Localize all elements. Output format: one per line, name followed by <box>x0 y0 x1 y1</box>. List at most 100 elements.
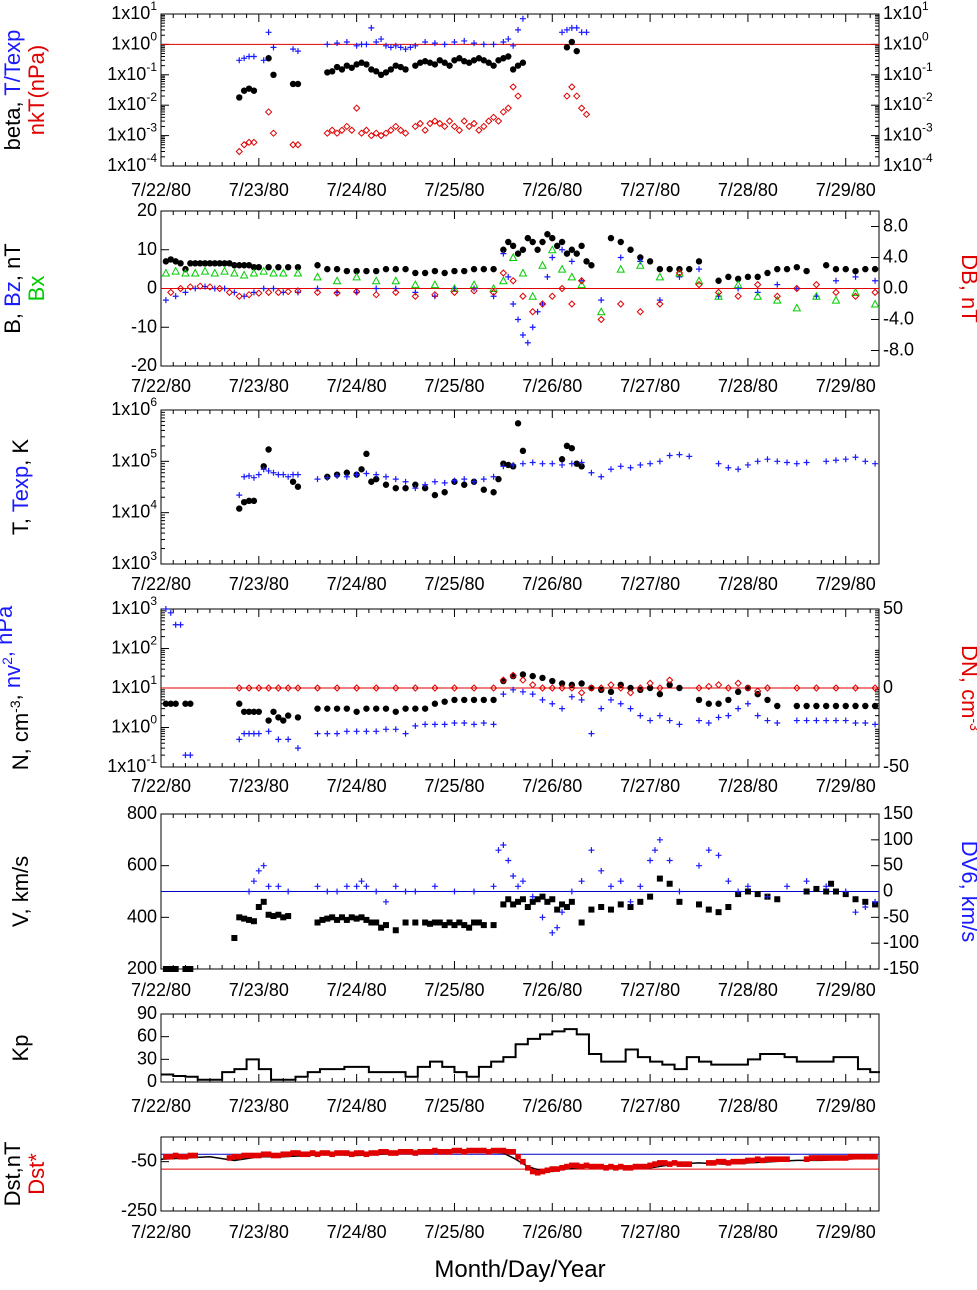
beta-series-1-point <box>260 57 267 64</box>
beta-series-1-point <box>392 42 399 49</box>
density-y-axis-label: N, cm-3, nv2, nPa <box>0 605 33 770</box>
bfield-series-1-point <box>260 285 267 292</box>
temperature-series-0-point <box>490 489 497 496</box>
kp-x-tick-label: 7/26/80 <box>522 1096 582 1116</box>
bfield-series-0-point <box>862 265 869 273</box>
dst-series-1-point <box>617 1163 624 1170</box>
bfield-series-0-point <box>505 238 512 246</box>
beta-series-0-point <box>353 61 360 68</box>
beta-series-0-point <box>363 61 370 68</box>
bfield-series-2-point <box>694 276 704 285</box>
density-series-2-point <box>431 684 439 692</box>
density-series-1-point <box>852 719 859 726</box>
density-series-2-point <box>793 684 801 692</box>
density-series-0-point <box>284 712 292 719</box>
density-series-1-point <box>735 705 742 712</box>
bfield-series-0-point <box>480 265 488 273</box>
beta-y-tick-label: 1x101 <box>111 0 157 23</box>
density-series-1-point <box>637 712 644 719</box>
temperature-series-1-point <box>539 460 546 467</box>
dst-series-1-point <box>828 1155 834 1161</box>
velocity-series-0-point <box>647 893 654 900</box>
bfield-series-2-point <box>499 276 508 285</box>
density-series-0-point <box>182 700 189 707</box>
density-series-2-point <box>313 684 322 692</box>
density-series-1-point <box>402 730 409 737</box>
density-series-0-point <box>705 700 712 707</box>
beta-series-0-point <box>402 66 409 73</box>
dst-series-1-point <box>383 1149 389 1155</box>
dst-series-1-point <box>754 1156 761 1162</box>
density-series-0-point <box>431 700 439 707</box>
bfield-series-3-point <box>274 288 283 297</box>
velocity-series-0-point <box>334 916 341 923</box>
bfield-series-0-point <box>353 267 360 275</box>
beta-series-2-point <box>426 119 434 128</box>
velocity-series-1-point <box>764 893 771 900</box>
bfield-y-tick-label-right: -4.0 <box>883 308 914 328</box>
velocity-series-1-point <box>392 883 399 890</box>
beta-series-0-point <box>436 57 443 64</box>
density-series-0-point <box>461 696 468 704</box>
temperature-series-0-point <box>519 447 527 455</box>
beta-series-1-point <box>363 41 370 48</box>
velocity-series-0-point <box>744 888 751 895</box>
velocity-series-0-point <box>368 919 375 926</box>
bfield-series-1-point <box>515 316 522 323</box>
dst-series-1-point <box>759 1157 766 1164</box>
bfield-series-0-point <box>431 267 439 275</box>
bfield-series-1-point <box>392 285 399 292</box>
velocity-series-0-point <box>338 914 345 921</box>
dst-x-tick-label: 7/26/80 <box>522 1222 582 1242</box>
bfield-series-0-point <box>500 246 507 253</box>
dst-series-1-point <box>368 1150 375 1156</box>
density-series-1-point <box>627 705 634 712</box>
velocity-series-1-point <box>495 847 502 854</box>
bfield-y-tick-label-right: 8.0 <box>883 215 908 235</box>
beta-series-2-point <box>504 104 512 112</box>
density-series-0-point <box>324 705 331 712</box>
dst-series-1-point <box>872 1153 878 1160</box>
velocity-series-1-point <box>559 909 566 916</box>
dst-series-1-point <box>295 1150 301 1156</box>
velocity-y-tick-label-right: 0 <box>883 880 893 900</box>
beta-series-0-point <box>514 62 522 69</box>
temperature-series-1-point <box>598 473 605 480</box>
velocity-series-0-point <box>656 875 663 882</box>
velocity-y-tick-label-right: 150 <box>883 803 913 823</box>
bfield-series-3-point <box>538 300 547 308</box>
density-series-2-point <box>392 684 400 692</box>
temperature-series-0-point <box>250 497 258 505</box>
dst-series-1-point <box>397 1149 404 1155</box>
temperature-series-0-point <box>480 486 488 493</box>
dst-series-1-point <box>456 1147 463 1154</box>
temperature-series-1-point <box>588 469 595 476</box>
bfield-series-0-point <box>549 234 556 242</box>
density-series-0-point <box>236 700 243 707</box>
density-series-0-point <box>627 684 634 692</box>
density-series-0-point <box>363 705 370 712</box>
density-series-2-point <box>724 684 733 692</box>
velocity-series-0-point <box>803 888 810 895</box>
velocity-series-0-point <box>471 919 478 926</box>
dst-series-1-point <box>627 1165 634 1171</box>
bfield-series-3-point <box>352 287 361 296</box>
temperature-series-1-point <box>607 466 614 473</box>
density-series-2-point <box>558 684 566 692</box>
dst-series-1-point <box>432 1147 438 1154</box>
density-series-0-point <box>392 708 399 715</box>
velocity-series-0-point <box>607 906 614 913</box>
density-series-1-point <box>529 691 536 698</box>
dst-series-1-point <box>344 1150 350 1156</box>
velocity-series-1-point <box>554 924 561 931</box>
dst-series-1-point <box>559 1165 565 1171</box>
dst-series-1-point <box>300 1151 306 1158</box>
density-series-0-point <box>744 684 752 692</box>
velocity-series-1-point <box>549 929 556 936</box>
dst-series-1-point <box>378 1149 384 1155</box>
velocity-x-tick-label: 7/28/80 <box>718 980 778 1000</box>
velocity-series-0-point <box>862 898 869 905</box>
velocity-series-0-point <box>475 919 482 926</box>
bfield-series-2-point <box>714 291 723 300</box>
dst-series-1-point <box>412 1150 419 1156</box>
